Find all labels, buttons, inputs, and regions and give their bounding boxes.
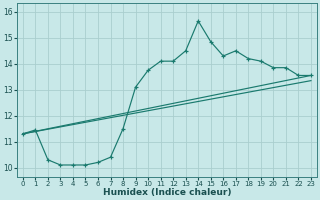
- X-axis label: Humidex (Indice chaleur): Humidex (Indice chaleur): [103, 188, 231, 197]
